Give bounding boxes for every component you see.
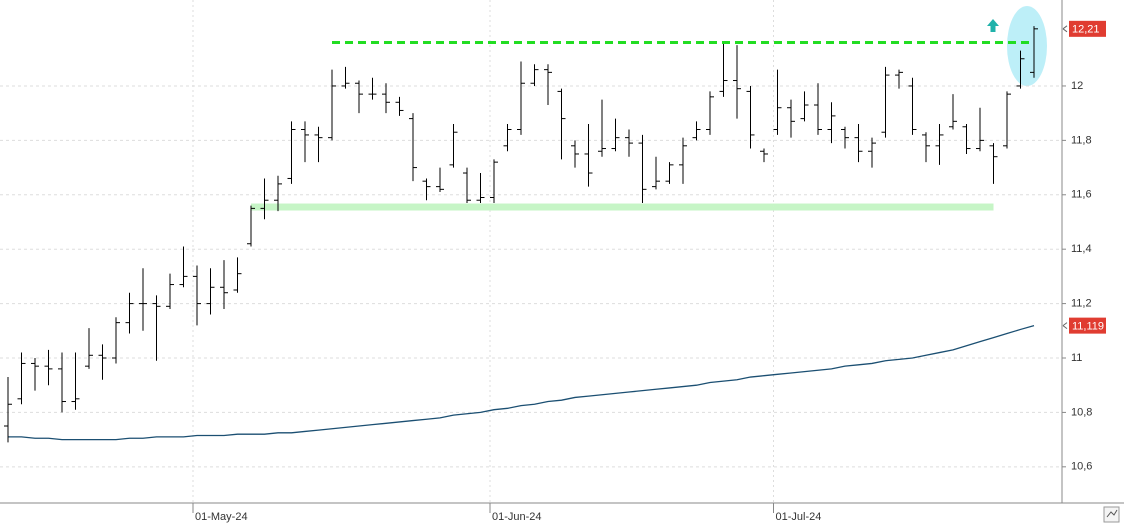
y-tick-label: 11,6: [1071, 189, 1092, 201]
y-tick-label: 11,2: [1071, 298, 1092, 310]
price-pointer: [1062, 322, 1068, 330]
price-pointer: [1062, 25, 1068, 33]
y-tick-label: 11,8: [1071, 134, 1092, 146]
settings-button[interactable]: [1103, 506, 1120, 523]
settings-icon: [1106, 509, 1118, 518]
y-tick-label: 11: [1071, 352, 1082, 364]
price-label: 12,21: [1072, 24, 1100, 36]
y-tick-label: 11,4: [1071, 243, 1092, 255]
x-tick-label: 01-Jul-24: [776, 511, 822, 523]
support-band: [251, 203, 994, 211]
y-tick-label: 10,8: [1071, 406, 1092, 418]
x-tick-label: 01-Jun-24: [492, 511, 542, 523]
price-label-box: [1069, 317, 1106, 334]
price-label-box: [1069, 20, 1106, 37]
y-tick-label: 10,6: [1071, 461, 1092, 473]
x-tick-label: 01-May-24: [195, 511, 248, 523]
y-tick-label: 12: [1071, 80, 1083, 92]
moving-average: [8, 325, 1035, 441]
up-arrow: [987, 19, 999, 32]
price-label: 11,119: [1072, 321, 1104, 333]
highlight-ellipse: [1007, 6, 1047, 86]
